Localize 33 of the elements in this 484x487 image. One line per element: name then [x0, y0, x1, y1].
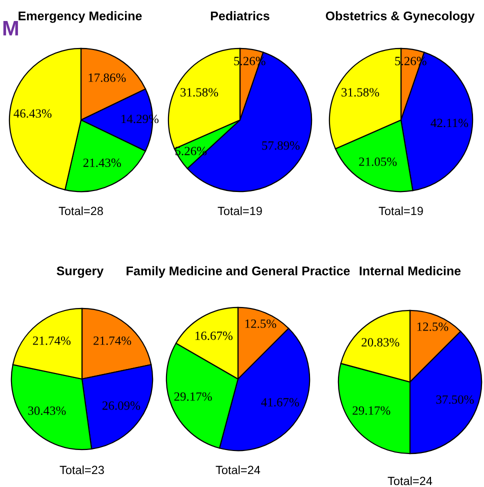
- data-label: 29.17%: [352, 406, 390, 415]
- text: Total=19: [218, 206, 262, 216]
- data-label: 20.83%: [362, 338, 400, 347]
- text: Total=19: [378, 206, 423, 216]
- data-label: 30.43%: [28, 406, 66, 415]
- chart-title: Surgery: [56, 266, 104, 278]
- data-label: 21.74%: [94, 336, 132, 345]
- data-label: 21.43%: [83, 158, 121, 168]
- data-label: 12.5%: [245, 319, 276, 328]
- text: Total=24: [216, 465, 260, 474]
- data-label: 31.58%: [180, 88, 218, 97]
- text: Total=23: [60, 465, 104, 474]
- data-label: 17.86%: [88, 73, 126, 82]
- chart-title: Internal Medicine: [360, 266, 461, 276]
- chart-title: Pediatrics: [210, 11, 270, 20]
- data-label: 41.67%: [261, 398, 299, 407]
- text: Total=24: [388, 476, 432, 486]
- data-label: 46.43%: [14, 109, 52, 118]
- data-label: 21.74%: [32, 336, 71, 345]
- chart-title: Family Medicine and General Practice: [126, 266, 350, 278]
- data-label: 12.5%: [417, 322, 448, 331]
- text: M: [3, 21, 18, 36]
- data-label: 16.67%: [195, 332, 233, 340]
- chart-title: Emergency Medicine: [18, 11, 142, 23]
- data-label: 26.09%: [102, 401, 140, 410]
- chart-title: Obstetrics & Gynecology: [326, 11, 475, 23]
- data-label: 21.05%: [359, 157, 397, 166]
- data-label: 31.58%: [342, 88, 380, 97]
- data-label: 37.50%: [436, 395, 474, 404]
- data-label: 29.17%: [174, 392, 212, 401]
- data-label: 42.11%: [430, 118, 468, 128]
- text: Total=28: [58, 206, 103, 216]
- data-label: 57.89%: [262, 141, 300, 150]
